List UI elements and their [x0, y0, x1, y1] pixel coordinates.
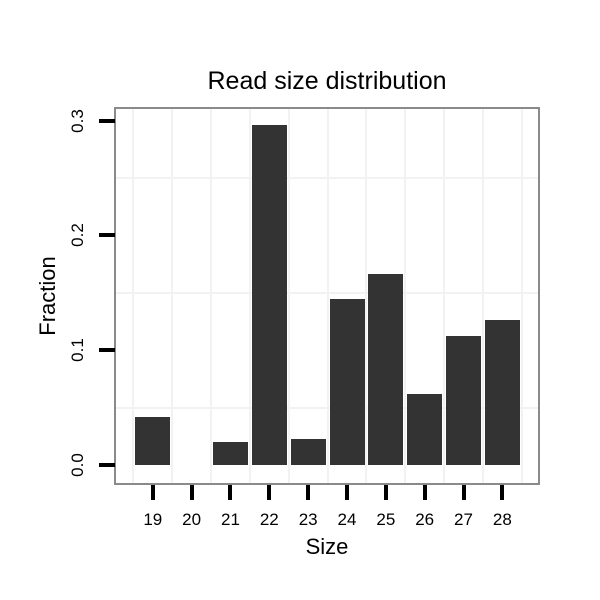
x-axis-tick: [345, 485, 349, 500]
y-axis-title: Fraction: [35, 256, 60, 336]
minor-gridline-vertical: [210, 109, 213, 483]
y-tick-label: 0.1: [68, 338, 87, 363]
y-tick-label: 0.0: [68, 453, 87, 477]
minor-gridline-vertical: [404, 109, 407, 483]
x-tick-label: 21: [221, 510, 240, 529]
x-axis-tick: [189, 485, 194, 500]
x-tick-label: 26: [415, 510, 435, 529]
bar-size-21: [212, 442, 248, 465]
minor-gridline-horizontal: [116, 177, 538, 179]
grid-layer: [116, 109, 538, 483]
bar-size-25: [368, 274, 404, 465]
minor-gridline-vertical: [132, 109, 135, 483]
x-tick-label: 27: [454, 510, 473, 529]
minor-gridline-vertical: [481, 109, 484, 483]
minor-gridline-vertical: [248, 109, 251, 483]
x-axis-tick: [267, 485, 272, 500]
bar-size-26: [407, 393, 443, 465]
x-tick-label: 24: [337, 510, 357, 529]
minor-gridline-vertical: [365, 109, 368, 483]
minor-gridline-vertical: [287, 109, 290, 483]
bars-layer: [116, 109, 538, 483]
plot-panel: [114, 107, 540, 485]
x-tick-label: 20: [182, 510, 202, 529]
x-axis-tick: [500, 485, 505, 500]
y-axis-tick: [99, 463, 115, 467]
x-axis-tick: [461, 485, 466, 500]
minor-gridline-horizontal: [116, 406, 538, 409]
minor-gridline-vertical: [520, 109, 523, 483]
x-axis-tick: [228, 485, 233, 500]
minor-gridline-horizontal: [116, 291, 538, 294]
x-tick-label: 19: [143, 510, 163, 529]
chart-title: Read size distribution: [207, 67, 447, 95]
minor-gridline-vertical: [326, 109, 329, 483]
y-tick-label: 0.3: [68, 108, 87, 133]
x-axis-tick: [383, 485, 388, 500]
bar-size-28: [484, 320, 520, 465]
x-axis-tick: [150, 485, 155, 500]
x-tick-label: 22: [259, 510, 279, 529]
y-tick-label: 0.2: [68, 223, 87, 248]
bar-size-24: [329, 298, 365, 465]
y-axis-tick: [99, 233, 115, 238]
x-axis-tick: [306, 485, 311, 500]
x-tick-label: 25: [376, 510, 396, 529]
x-tick-label: 28: [492, 510, 512, 529]
x-axis-title: Size: [305, 534, 349, 559]
y-axis-tick: [99, 118, 115, 123]
bar-size-19: [135, 416, 171, 465]
y-axis-tick: [99, 348, 115, 353]
x-axis-tick: [422, 485, 427, 500]
bar-size-23: [290, 438, 326, 465]
minor-gridline-vertical: [443, 109, 446, 483]
minor-gridline-vertical: [171, 109, 174, 483]
bar-size-27: [446, 336, 482, 465]
x-tick-label: 23: [298, 510, 318, 529]
bar-size-22: [251, 125, 287, 465]
